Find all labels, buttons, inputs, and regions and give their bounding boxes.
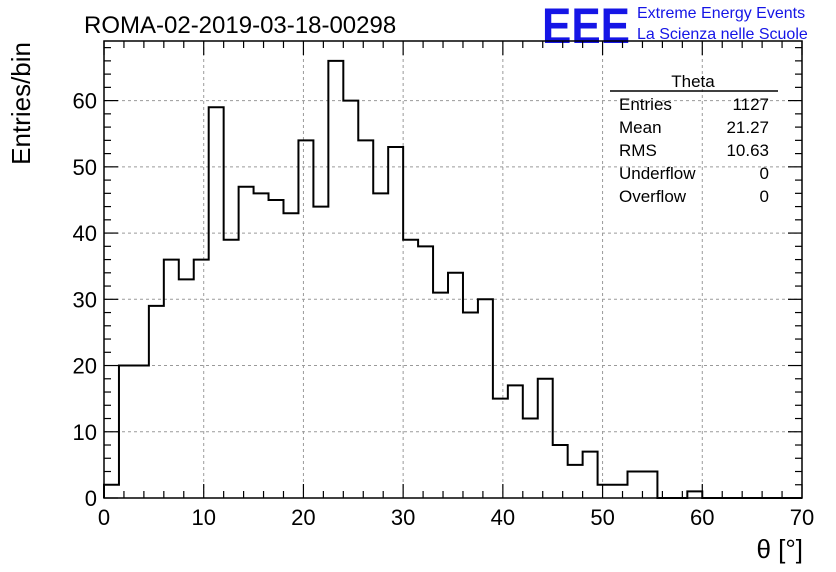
- x-tick-label: 40: [491, 505, 515, 530]
- y-tick-labels: 0 10 20 30 40 50 60: [73, 89, 97, 511]
- x-tick-label: 20: [291, 505, 315, 530]
- axis-ticks: [103, 41, 803, 499]
- y-tick-label: 50: [73, 155, 97, 180]
- x-tick-label: 30: [391, 505, 415, 530]
- stats-value: 10.63: [726, 141, 769, 160]
- logo-mark: EEE: [542, 0, 630, 54]
- plot-frame: [103, 40, 803, 499]
- stats-label: Underflow: [619, 164, 696, 183]
- y-tick-label: 10: [73, 420, 97, 445]
- page-title: ROMA-02-2019-03-18-00298: [84, 12, 396, 39]
- stats-label: RMS: [619, 141, 657, 160]
- y-tick-label: 30: [73, 287, 97, 312]
- stats-value: 21.27: [726, 118, 769, 137]
- logo-line2: La Scienza nelle Scuole: [637, 26, 808, 43]
- y-tick-label: 0: [85, 486, 97, 511]
- x-axis-title: θ [°]: [756, 534, 803, 564]
- stats-box: Theta Entries 1127 Mean 21.27 RMS 10.63 Underf…: [610, 72, 778, 206]
- x-tick-label: 60: [690, 505, 714, 530]
- x-tick-label: 10: [191, 505, 215, 530]
- x-tick-label: 50: [590, 505, 614, 530]
- stats-rows: Entries 1127 Mean 21.27 RMS 10.63 Underflow 0 Ov…: [619, 95, 769, 206]
- y-tick-label: 60: [73, 89, 97, 114]
- stats-value: 0: [760, 164, 769, 183]
- y-tick-label: 40: [73, 221, 97, 246]
- logo-line1: Extreme Energy Events: [637, 5, 805, 22]
- stats-value: 1127: [732, 95, 769, 114]
- stats-label: Entries: [619, 95, 672, 114]
- histogram-line: [103, 59, 802, 499]
- stats-label: Overflow: [619, 187, 687, 206]
- stats-value: 0: [760, 187, 769, 206]
- grid-lines: [104, 41, 802, 498]
- y-tick-label: 20: [73, 354, 97, 379]
- x-tick-labels: 0 10 20 30 40 50 60 70: [98, 505, 814, 530]
- y-axis-title: Entries/bin: [6, 42, 36, 165]
- stats-label: Mean: [619, 118, 662, 137]
- x-tick-label: 70: [790, 505, 814, 530]
- stats-title: Theta: [671, 72, 715, 91]
- eee-logo: EEE Extreme Energy Events La Scienza nel…: [542, 0, 808, 54]
- x-tick-label: 0: [98, 505, 110, 530]
